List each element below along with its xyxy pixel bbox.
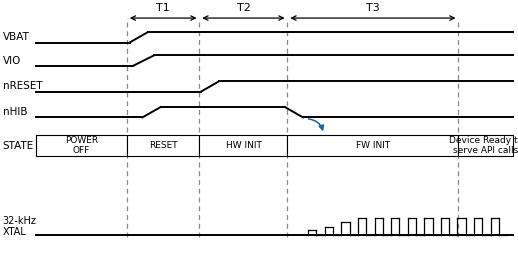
Text: nHIB: nHIB (3, 107, 27, 117)
Bar (458, 135, 513, 156)
Bar (36, 135, 127, 156)
Text: RESET: RESET (149, 141, 178, 150)
Text: T3: T3 (366, 3, 380, 13)
Bar (199, 135, 287, 156)
Text: nRESET: nRESET (3, 82, 42, 91)
Text: STATE: STATE (3, 141, 34, 151)
Text: 32-kHz
XTAL: 32-kHz XTAL (3, 216, 36, 237)
Text: T2: T2 (237, 3, 250, 13)
Text: VIO: VIO (3, 56, 21, 66)
Text: HW INIT: HW INIT (225, 141, 262, 150)
Text: VBAT: VBAT (3, 33, 30, 42)
Text: FW INIT: FW INIT (356, 141, 390, 150)
Text: POWER
OFF: POWER OFF (65, 136, 98, 156)
Text: Device Ready to
serve API calls: Device Ready to serve API calls (449, 136, 518, 156)
Text: T1: T1 (156, 3, 170, 13)
Bar (287, 135, 458, 156)
Bar (127, 135, 199, 156)
